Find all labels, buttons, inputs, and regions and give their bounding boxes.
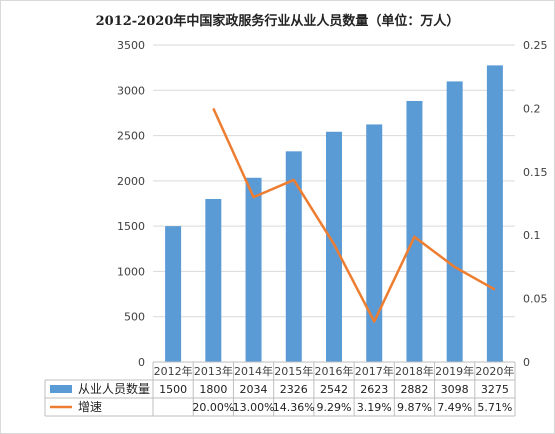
- table-cell-growth: 5.71%: [477, 401, 512, 414]
- table-cell-growth: 13.00%: [233, 401, 275, 414]
- left-tick-label: 3000: [117, 84, 145, 97]
- table-cell-count: 1500: [159, 383, 187, 396]
- right-tick-label: 0.25: [523, 39, 548, 52]
- table-cell-growth: 20.00%: [192, 401, 234, 414]
- bar: [446, 81, 463, 362]
- left-tick-label: 500: [124, 311, 145, 324]
- left-axis-ticks: 0 500 1000 1500 2000 2500 3000 3500: [117, 39, 145, 369]
- table-cell-growth: 14.36%: [273, 401, 315, 414]
- legend-bar-label: 从业人员数量: [78, 381, 150, 396]
- category-label: 2013年: [194, 364, 233, 378]
- bar: [486, 65, 503, 362]
- growth-line: [212, 107, 496, 323]
- bar: [406, 100, 423, 362]
- category-label: 2017年: [355, 364, 394, 378]
- left-tick-label: 3500: [117, 39, 145, 52]
- legend-bar-swatch: [50, 385, 72, 393]
- right-axis-ticks: 0 0.05 0.1 0.15 0.2 0.25: [523, 39, 548, 369]
- line-series: [212, 107, 496, 323]
- table-cell-count: 2623: [360, 383, 388, 396]
- category-label: 2014年: [234, 364, 273, 378]
- right-tick-label: 0: [523, 356, 530, 369]
- chart-title: 2012-2020年中国家政服务行业从业人员数量（单位：万人）: [95, 14, 460, 29]
- right-tick-label: 0.2: [523, 102, 541, 115]
- table-cell-growth: 9.87%: [397, 401, 432, 414]
- left-tick-label: 1500: [117, 220, 145, 233]
- left-tick-label: 2000: [117, 175, 145, 188]
- bar: [285, 151, 302, 362]
- data-table: 2012年 2013年 2014年 2015年 2016年 2017年 2018年 2019年…: [44, 361, 516, 417]
- table-cell-count: 2882: [400, 383, 428, 396]
- table-cell-growth: 9.29%: [317, 401, 352, 414]
- bar: [366, 124, 383, 362]
- bar: [205, 198, 222, 362]
- right-tick-label: 0.1: [523, 229, 541, 242]
- table-cell-growth: 7.49%: [437, 401, 472, 414]
- category-label: 2018年: [395, 364, 434, 378]
- category-label: 2019年: [435, 364, 474, 378]
- table-cell-count: 2034: [240, 383, 268, 396]
- table-cell-count: 3098: [441, 383, 469, 396]
- category-label: 2016年: [315, 364, 354, 378]
- bar-series: [165, 65, 503, 362]
- table-cell-growth: 3.19%: [357, 401, 392, 414]
- bar: [165, 226, 182, 362]
- table-cell-count: 1800: [199, 383, 227, 396]
- legend-line-label: 增速: [78, 400, 102, 414]
- category-label: 2020年: [475, 364, 514, 378]
- table-cell-count: 2326: [280, 383, 308, 396]
- category-label: 2012年: [154, 364, 193, 378]
- table-cell-count: 3275: [481, 383, 509, 396]
- category-label: 2015年: [274, 364, 313, 378]
- table-cell-count: 2542: [320, 383, 348, 396]
- left-tick-label: 1000: [117, 265, 145, 278]
- bar: [245, 177, 262, 362]
- right-tick-label: 0.05: [523, 293, 548, 306]
- left-tick-label: 0: [138, 356, 145, 369]
- left-tick-label: 2500: [117, 130, 145, 143]
- right-tick-label: 0.15: [523, 166, 548, 179]
